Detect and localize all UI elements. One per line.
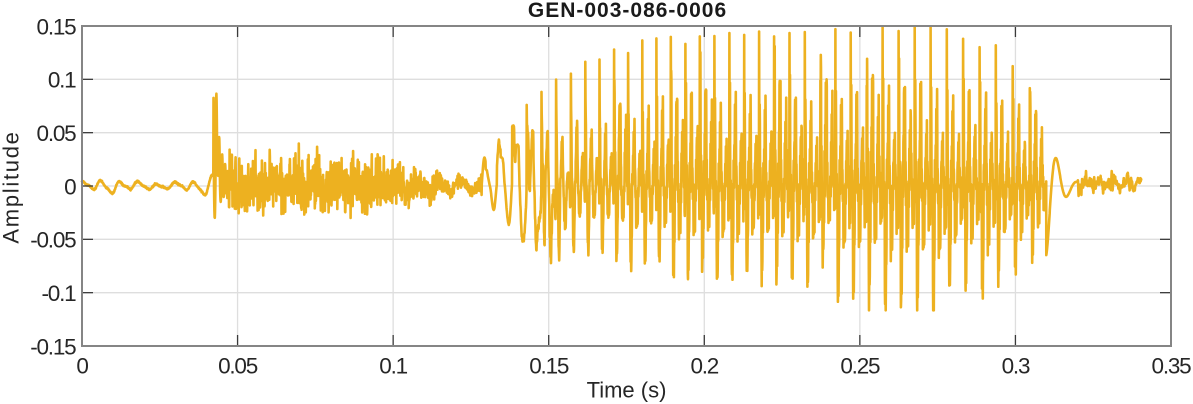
svg-text:0.15: 0.15 xyxy=(529,354,569,379)
svg-text:-0.1: -0.1 xyxy=(42,281,77,306)
svg-text:0.2: 0.2 xyxy=(690,354,718,379)
svg-text:0.35: 0.35 xyxy=(1152,354,1192,379)
svg-text:0.3: 0.3 xyxy=(1002,354,1030,379)
svg-text:0: 0 xyxy=(76,354,88,379)
svg-text:0: 0 xyxy=(64,174,76,199)
svg-text:Time (s): Time (s) xyxy=(587,377,667,402)
svg-text:0.1: 0.1 xyxy=(379,354,407,379)
svg-text:-0.05: -0.05 xyxy=(30,228,76,253)
svg-text:-0.15: -0.15 xyxy=(30,334,76,359)
svg-text:Amplitude: Amplitude xyxy=(0,130,24,243)
svg-text:0.05: 0.05 xyxy=(37,121,77,146)
svg-text:0.25: 0.25 xyxy=(840,354,880,379)
svg-text:0.1: 0.1 xyxy=(48,68,76,93)
svg-text:GEN-003-086-0006: GEN-003-086-0006 xyxy=(528,0,727,22)
svg-text:0.05: 0.05 xyxy=(218,354,258,379)
svg-text:0.15: 0.15 xyxy=(37,14,77,39)
